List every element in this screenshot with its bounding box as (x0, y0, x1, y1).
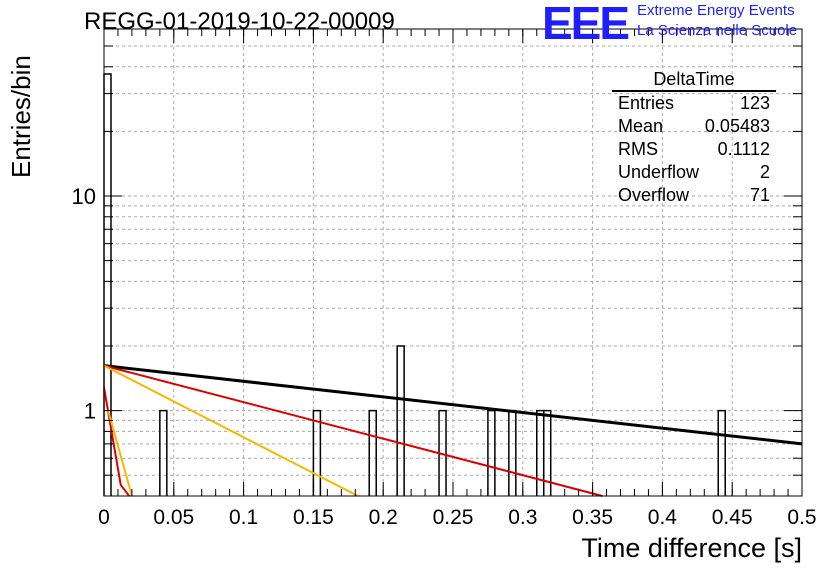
fit-curve (107, 410, 133, 497)
histogram-bar (487, 409, 496, 496)
stats-value: 71 (749, 185, 770, 205)
histogram-bar (396, 345, 405, 496)
stats-value: 0.05483 (704, 116, 770, 136)
run-title: REGG-01-2019-10-22-00009 (84, 8, 395, 35)
fit-curve (103, 364, 603, 497)
fit-curves (103, 364, 803, 497)
histogram-bar (368, 409, 377, 496)
stats-label: Entries (618, 93, 675, 113)
axis-tick-labels: 0 0.05 0.1 0.15 0.2 0.25 0.3 0.35 0.4 0.45 0.5 1 10 (72, 184, 817, 529)
x-tick-label: 0.2 (369, 506, 398, 529)
y-axis-label: Entries/bin (6, 55, 36, 178)
stats-label: Underflow (618, 162, 700, 182)
x-tick-label: 0.5 (787, 506, 816, 529)
stats-title: DeltaTime (612, 68, 776, 92)
fit-curve (103, 364, 803, 446)
eee-logo: EEE (542, 0, 630, 49)
x-tick-label: 0.4 (648, 506, 678, 529)
stats-row-overflow: Overflow 71 (612, 184, 776, 207)
histogram-bar (542, 409, 552, 496)
x-tick-label: 0.1 (229, 506, 258, 529)
stats-value: 2 (759, 162, 770, 182)
stats-value: 0.1112 (717, 139, 770, 159)
stats-row-entries: Entries 123 (612, 92, 776, 115)
histogram-bars (103, 73, 726, 496)
axis-ticks (103, 28, 803, 497)
stats-row-rms: RMS 0.1112 (612, 138, 776, 161)
x-axis-label: Time difference [s] (581, 533, 802, 563)
x-tick-label: 0.35 (572, 506, 613, 529)
fit-curve (103, 364, 359, 497)
stats-box: DeltaTime Entries 123 Mean 0.05483 RMS 0… (612, 68, 776, 207)
stats-row-mean: Mean 0.05483 (612, 115, 776, 138)
y-tick-label: 10 (72, 184, 96, 209)
stats-label: Mean (618, 116, 664, 136)
histogram-bar (312, 409, 322, 496)
histogram-bar (508, 409, 517, 496)
stats-label: RMS (618, 139, 658, 159)
brand-line-2: La Scienza nelle Scuole (637, 22, 798, 39)
histogram-bar (103, 73, 112, 496)
brand-line-1: Extreme Energy Events (637, 2, 795, 19)
histogram-bar (159, 409, 168, 496)
x-tick-label: 0.3 (508, 506, 537, 529)
stats-row-underflow: Underflow 2 (612, 161, 776, 184)
x-tick-label: 0 (98, 506, 110, 529)
x-tick-label: 0.45 (712, 506, 753, 529)
stats-value: 123 (739, 93, 770, 113)
x-tick-label: 0.15 (293, 506, 334, 529)
x-tick-label: 0.05 (153, 506, 194, 529)
x-tick-label: 0.25 (433, 506, 474, 529)
histogram-bar (717, 409, 726, 496)
y-tick-label: 1 (84, 399, 96, 424)
stats-label: Overflow (618, 185, 690, 205)
histogram-bar (536, 409, 545, 496)
